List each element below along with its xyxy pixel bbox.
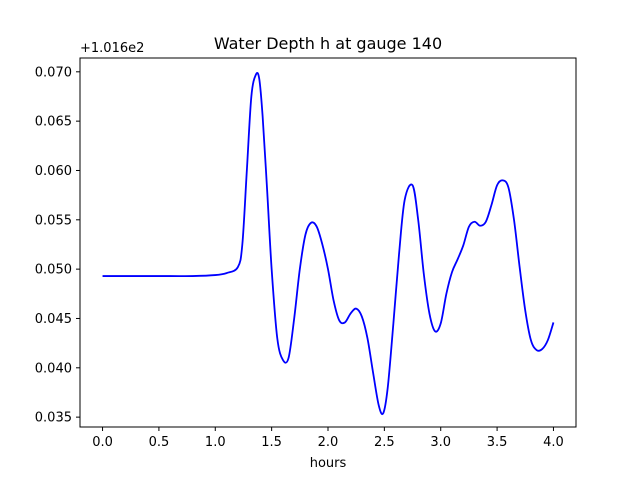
series-line-0 <box>102 71 555 416</box>
x-tick-label: 3.5 <box>487 435 508 450</box>
y-tick-label: 0.040 <box>35 361 72 376</box>
y-tick-label: 0.035 <box>35 411 72 426</box>
x-tick-label: 1.0 <box>205 435 226 450</box>
y-tick-label: 0.070 <box>35 65 72 80</box>
x-axis-ticks: 0.0 0.5 1.0 1.5 2.0 2.5 3.0 3.5 4.0 <box>92 427 564 450</box>
x-tick-label: 2.0 <box>318 435 339 450</box>
x-tick-label: 0.5 <box>149 435 170 450</box>
plot-area <box>102 71 555 416</box>
y-tick-label: 0.045 <box>35 312 72 327</box>
y-tick-label: 0.060 <box>35 164 72 179</box>
y-tick-label: 0.055 <box>35 213 72 228</box>
x-tick-label: 0.0 <box>92 435 113 450</box>
x-tick-label: 2.5 <box>374 435 395 450</box>
x-axis-label: hours <box>310 456 347 471</box>
y-tick-label: 0.050 <box>35 263 72 278</box>
chart-title: Water Depth h at gauge 140 <box>214 34 442 53</box>
y-tick-label: 0.065 <box>35 115 72 130</box>
x-tick-label: 4.0 <box>543 435 564 450</box>
y-offset-label: +1.016e2 <box>80 41 144 56</box>
y-axis-ticks: 0.035 0.040 0.045 0.050 0.055 0.060 0.065 0.070 <box>35 65 80 426</box>
axes-frame <box>79 57 577 428</box>
x-tick-label: 3.0 <box>430 435 451 450</box>
x-tick-label: 1.5 <box>261 435 282 450</box>
